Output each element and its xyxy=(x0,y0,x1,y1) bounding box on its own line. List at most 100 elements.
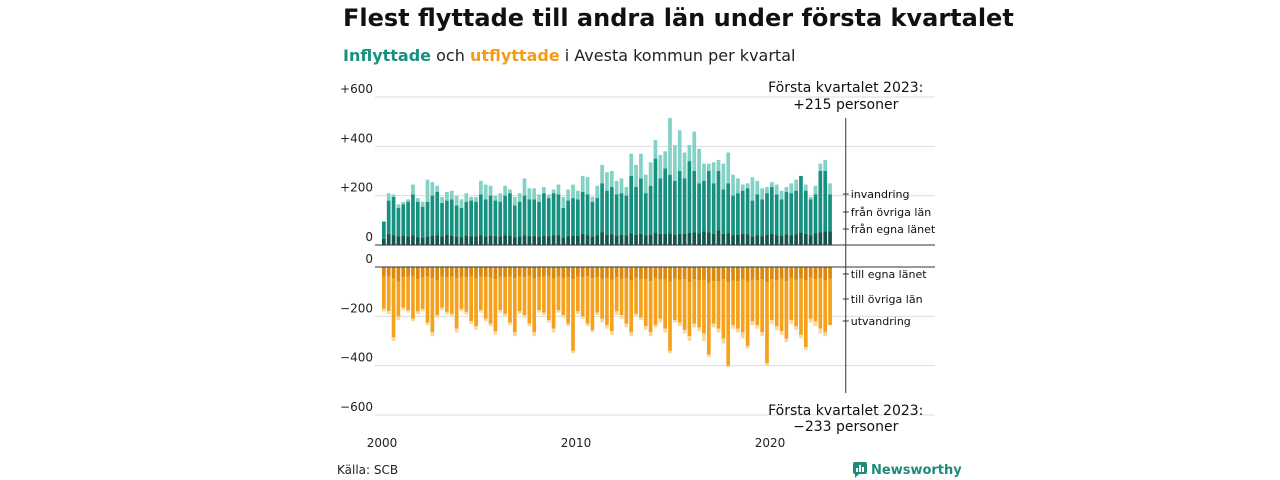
bar-in-other-counties xyxy=(706,171,711,233)
bar-in-immigration xyxy=(760,188,764,200)
bar-in-other-counties xyxy=(687,161,692,233)
bar-out-other-counties xyxy=(585,276,590,324)
bar-in-immigration xyxy=(716,159,721,171)
bar-out-emigration xyxy=(546,320,551,323)
bar-in-own-county xyxy=(449,235,454,245)
bar-in-other-counties xyxy=(740,190,745,234)
bar-in-immigration xyxy=(779,190,784,200)
bar-in-immigration xyxy=(512,196,517,206)
bar-in-own-county xyxy=(488,235,493,245)
bar-out-emigration xyxy=(498,310,503,313)
bar-out-emigration xyxy=(750,321,755,325)
series-label-till-egna-lanet: till egna länet xyxy=(851,268,927,281)
bar-out-other-counties xyxy=(411,276,415,319)
bar-out-emigration xyxy=(445,311,449,315)
bar-out-other-counties xyxy=(687,282,692,337)
bar-in-immigration xyxy=(445,191,449,201)
bar-in-other-counties xyxy=(566,200,570,237)
bar-in-other-counties xyxy=(445,200,449,235)
x-tick-label: 2010 xyxy=(561,436,592,450)
annotation-in-line1: Första kvartalet 2023: xyxy=(768,80,923,96)
bar-out-emigration xyxy=(469,321,473,324)
bar-in-other-counties xyxy=(401,204,406,236)
bar-out-other-counties xyxy=(542,276,546,313)
bar-in-own-county xyxy=(697,233,701,245)
bar-in-other-counties xyxy=(658,178,663,234)
bar-out-emigration xyxy=(425,322,430,325)
bar-out-other-counties xyxy=(440,276,444,308)
bar-out-other-counties xyxy=(682,279,687,330)
bar-out-emigration xyxy=(542,312,546,316)
bar-in-other-counties xyxy=(561,208,566,238)
bar-out-other-counties xyxy=(726,282,731,366)
bar-in-immigration xyxy=(542,187,546,194)
bar-in-other-counties xyxy=(386,200,391,234)
bar-out-emigration xyxy=(794,326,798,330)
bar-in-other-counties xyxy=(682,178,687,234)
bar-in-other-counties xyxy=(556,194,561,236)
bar-in-immigration xyxy=(430,182,435,196)
bar-out-emigration xyxy=(503,313,507,317)
bar-in-other-counties xyxy=(813,194,818,234)
bar-in-other-counties xyxy=(435,191,440,236)
bar-in-own-county xyxy=(731,235,735,245)
bar-in-immigration xyxy=(600,164,604,184)
bar-out-other-counties xyxy=(546,276,551,321)
bar-out-own-county xyxy=(537,267,541,278)
bar-out-own-county xyxy=(789,267,794,279)
bar-out-other-counties xyxy=(391,278,396,338)
bar-out-other-counties xyxy=(469,276,473,322)
bar-out-other-counties xyxy=(464,277,469,312)
bar-out-own-county xyxy=(629,267,634,281)
bar-out-other-counties xyxy=(702,279,706,334)
bar-out-emigration xyxy=(736,328,740,333)
bar-in-immigration xyxy=(406,199,410,202)
bar-in-immigration xyxy=(590,196,595,202)
bar-out-own-county xyxy=(551,267,556,279)
bar-out-other-counties xyxy=(401,277,406,308)
bar-in-other-counties xyxy=(634,187,638,235)
bar-in-own-county xyxy=(668,233,672,245)
bar-out-other-counties xyxy=(474,278,478,327)
bar-out-own-county xyxy=(711,267,716,282)
source-note: Källa: SCB xyxy=(337,463,399,477)
bar-out-own-county xyxy=(401,267,406,278)
series-label-fran-egna-lanet: från egna länet xyxy=(851,223,936,236)
bar-in-own-county xyxy=(503,235,507,245)
bar-out-own-county xyxy=(668,267,672,282)
bar-in-immigration xyxy=(527,188,532,200)
bar-out-own-county xyxy=(571,267,575,280)
bar-out-own-county xyxy=(469,267,473,277)
bar-out-other-counties xyxy=(760,279,764,333)
bar-out-emigration xyxy=(614,311,619,316)
bar-out-own-county xyxy=(726,267,731,283)
bar-in-other-counties xyxy=(745,188,750,235)
bar-in-immigration xyxy=(687,145,692,162)
bar-in-own-county xyxy=(576,235,580,245)
bar-out-other-counties xyxy=(711,281,716,324)
bar-in-other-counties xyxy=(580,191,585,234)
x-tick-label: 2020 xyxy=(755,436,786,450)
bar-out-other-counties xyxy=(731,280,735,325)
bar-in-own-county xyxy=(517,236,522,245)
bar-in-other-counties xyxy=(803,190,808,234)
bar-out-other-counties xyxy=(619,278,624,316)
bar-out-emigration xyxy=(493,331,498,335)
bar-out-own-county xyxy=(474,267,478,279)
bar-in-other-counties xyxy=(619,193,624,235)
bar-out-own-county xyxy=(580,267,585,278)
bar-in-immigration xyxy=(605,172,609,191)
bar-out-other-counties xyxy=(571,279,575,351)
bar-out-other-counties xyxy=(454,278,459,329)
bar-out-other-counties xyxy=(799,278,803,335)
bar-out-emigration xyxy=(600,318,604,323)
bar-in-other-counties xyxy=(731,195,735,236)
bar-in-other-counties xyxy=(512,205,517,238)
bar-out-other-counties xyxy=(629,280,634,333)
bar-in-other-counties xyxy=(474,201,478,237)
bar-out-own-county xyxy=(440,267,444,277)
bar-out-other-counties xyxy=(522,277,527,316)
bar-in-other-counties xyxy=(469,200,473,237)
bar-out-own-county xyxy=(706,267,711,283)
bar-out-emigration xyxy=(653,324,658,328)
